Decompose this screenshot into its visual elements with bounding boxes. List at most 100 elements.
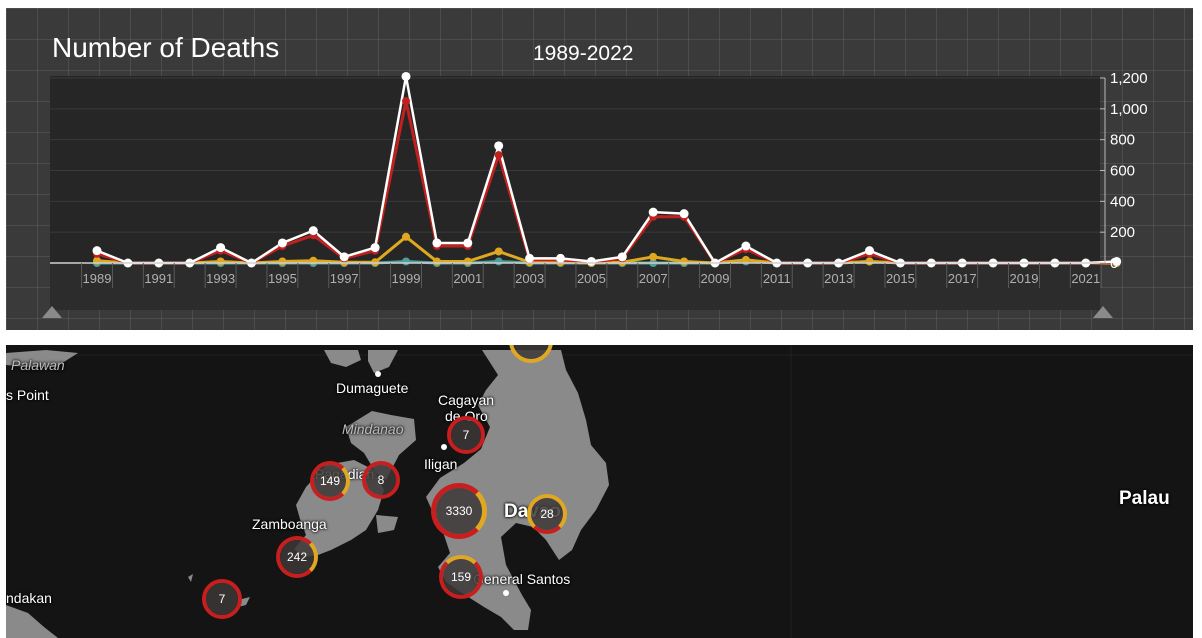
- x-tick-label: 1989: [83, 271, 112, 286]
- cluster-count: 159: [450, 570, 472, 584]
- cluster-marker-sulu[interactable]: 7: [202, 579, 242, 619]
- data-point[interactable]: [402, 232, 410, 241]
- brush-strip[interactable]: [50, 263, 1100, 310]
- island-landmass: [6, 350, 78, 367]
- cluster-marker-cagayan-de-oro[interactable]: 7: [447, 416, 485, 454]
- cluster-marker-central-mindanao[interactable]: 3330: [431, 483, 487, 539]
- incident-map[interactable]: Palawan Mindanao s Point Dumaguete Cagay…: [6, 345, 1193, 638]
- data-point[interactable]: [432, 238, 442, 248]
- plot-area: [50, 76, 1100, 263]
- data-point[interactable]: [278, 257, 287, 266]
- data-point[interactable]: [370, 243, 380, 253]
- data-point[interactable]: [371, 258, 380, 267]
- data-point[interactable]: [741, 241, 751, 251]
- data-point[interactable]: [649, 252, 658, 261]
- data-point[interactable]: [586, 256, 596, 266]
- x-tick-label: 2009: [701, 271, 730, 286]
- island-landmass: [368, 350, 398, 373]
- range-handle-right-icon[interactable]: [1093, 306, 1113, 318]
- map-label-point: s Point: [6, 387, 49, 403]
- cluster-count: 3330: [445, 504, 473, 518]
- data-point[interactable]: [648, 207, 658, 217]
- x-tick-label: 2021: [1071, 271, 1100, 286]
- chart-title: Number of Deaths: [52, 32, 280, 63]
- x-tick-label: 1997: [330, 271, 359, 286]
- island-landmass: [6, 605, 58, 638]
- data-point[interactable]: [277, 238, 287, 248]
- data-point[interactable]: [741, 255, 750, 264]
- map-label-sandakan: ndakan: [6, 590, 52, 606]
- x-tick-label: 2019: [1010, 271, 1039, 286]
- x-tick-label: 2007: [639, 271, 668, 286]
- data-point[interactable]: [525, 253, 535, 263]
- x-tick-label: 1999: [392, 271, 421, 286]
- map-label-iligan: Iligan: [424, 456, 458, 472]
- y-tick-label: 1,200: [1110, 70, 1148, 87]
- range-handle-left-icon[interactable]: [42, 306, 62, 318]
- cluster-count: 242: [286, 550, 308, 564]
- x-tick-label: 2011: [763, 271, 791, 286]
- map-label-general-santos: General Santos: [473, 571, 571, 587]
- timeline-chart-panel: Number of Deaths 1989-2022 1989 1991 1993 1…: [6, 8, 1193, 330]
- data-point[interactable]: [402, 257, 410, 266]
- city-dot: [375, 371, 381, 377]
- island-landmass: [376, 515, 398, 533]
- x-tick-label: 2013: [824, 271, 853, 286]
- data-point[interactable]: [556, 253, 565, 263]
- y-tick-label: 200: [1110, 224, 1135, 241]
- data-point[interactable]: [216, 257, 225, 266]
- data-point[interactable]: [308, 226, 318, 236]
- data-point[interactable]: [402, 97, 410, 106]
- data-point[interactable]: [1112, 256, 1122, 266]
- x-tick-label: 2005: [577, 271, 606, 286]
- data-point[interactable]: [432, 257, 441, 266]
- cluster-marker-pagadian[interactable]: 149: [310, 461, 350, 501]
- map-label-palawan: Palawan: [11, 357, 65, 373]
- map-label-dumaguete: Dumaguete: [336, 380, 409, 396]
- data-point[interactable]: [339, 252, 349, 262]
- data-point[interactable]: [216, 243, 226, 253]
- map-label-cagayan: Cagayan: [438, 392, 495, 408]
- cluster-marker-general-santos[interactable]: 159: [439, 555, 483, 599]
- cluster-marker-zamboanga[interactable]: 242: [276, 536, 318, 578]
- y-tick-label: 1,000: [1110, 101, 1148, 118]
- island-landmass: [346, 411, 416, 480]
- x-tick-label: 2015: [886, 271, 915, 286]
- y-tick-label: 0: [1110, 255, 1118, 272]
- cluster-count: 8: [377, 473, 385, 487]
- cluster-count: 7: [462, 428, 470, 442]
- deaths-line-chart: 1989 1991 1993 1995 1997 1999 2001 2003 2005 2007…: [42, 70, 1148, 318]
- x-tick-label: 2001: [453, 271, 482, 286]
- x-tick-label: 2017: [948, 271, 977, 286]
- x-tick-label: 1995: [268, 271, 297, 286]
- cluster-marker-davao[interactable]: 28: [527, 494, 567, 534]
- data-point[interactable]: [494, 141, 504, 151]
- data-point[interactable]: [401, 71, 411, 81]
- y-tick-label: 600: [1110, 163, 1135, 180]
- data-point[interactable]: [494, 151, 503, 160]
- data-point[interactable]: [463, 238, 473, 248]
- data-point[interactable]: [680, 257, 689, 266]
- data-point[interactable]: [865, 246, 874, 256]
- map-label-zamboanga: Zamboanga: [252, 516, 327, 532]
- y-tick-label: 800: [1110, 132, 1135, 149]
- map-label-mindanao: Mindanao: [342, 421, 404, 437]
- island-landmass: [324, 350, 361, 367]
- map-canvas[interactable]: [6, 345, 1193, 638]
- x-tick-label: 1993: [206, 271, 235, 286]
- cluster-count: 28: [540, 507, 554, 521]
- map-label-palau: Palau: [1119, 488, 1170, 509]
- data-point[interactable]: [494, 247, 503, 256]
- data-point[interactable]: [617, 252, 627, 262]
- data-point[interactable]: [463, 257, 472, 266]
- data-point[interactable]: [494, 257, 503, 266]
- cluster-count: 7: [218, 592, 226, 606]
- data-point[interactable]: [865, 257, 874, 266]
- data-point[interactable]: [679, 209, 689, 219]
- y-tick-label: 400: [1110, 193, 1135, 210]
- cluster-count: 149: [319, 474, 341, 488]
- data-point[interactable]: [92, 246, 102, 256]
- cluster-marker-lanao[interactable]: 8: [362, 461, 400, 499]
- x-tick-label: 1991: [144, 271, 173, 286]
- city-dot: [503, 590, 509, 596]
